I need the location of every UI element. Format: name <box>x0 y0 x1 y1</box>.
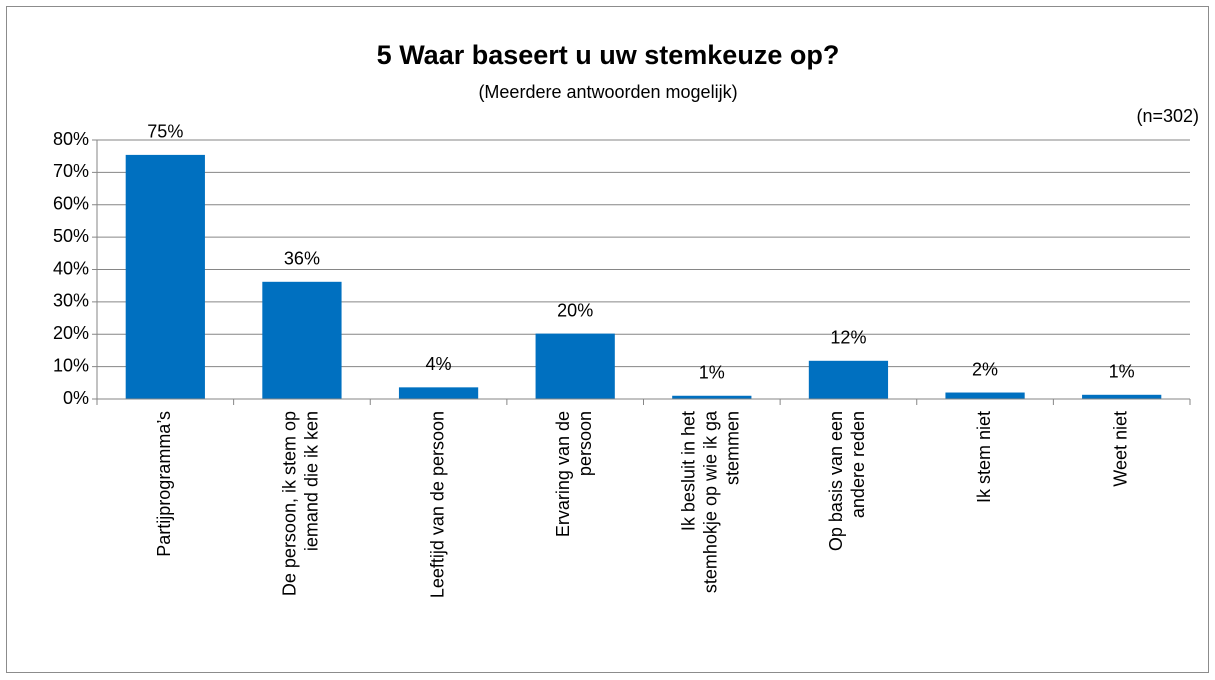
value-label: 1% <box>1109 362 1135 382</box>
y-tick-label: 70% <box>53 161 89 181</box>
y-tick-label: 30% <box>53 291 89 311</box>
bar <box>262 281 342 399</box>
x-tick-label: persoon <box>575 411 595 476</box>
value-label: 12% <box>830 328 866 348</box>
x-tick-label: Ervaring van de <box>553 411 573 537</box>
bar <box>808 360 889 399</box>
x-tick-label: Leeftijd van de persoon <box>427 411 447 598</box>
x-tick-label: Partijprogramma’s <box>154 411 174 557</box>
value-label: 2% <box>972 359 998 379</box>
x-tick-label: iemand die ik ken <box>302 411 322 551</box>
x-tick-label: stemhokje op wie ik ga <box>701 410 721 593</box>
y-tick-label: 0% <box>63 388 89 408</box>
value-label: 36% <box>284 249 320 269</box>
y-tick-label: 20% <box>53 323 89 343</box>
value-label: 75% <box>147 122 183 142</box>
y-tick-label: 80% <box>53 129 89 149</box>
annotation: (n=302) <box>1136 106 1199 126</box>
x-tick-label: Ik besluit in het <box>679 411 699 531</box>
value-label: 4% <box>426 354 452 374</box>
x-tick-label: andere reden <box>848 411 868 518</box>
bar <box>125 154 205 399</box>
x-tick-label: Weet niet <box>1110 411 1130 487</box>
x-tick-label: De persoon, ik stem op <box>280 411 300 596</box>
bar <box>398 387 479 399</box>
value-label: 1% <box>699 363 725 383</box>
y-tick-label: 40% <box>53 258 89 278</box>
bar <box>1082 394 1162 399</box>
chart-subtitle: (Meerdere antwoorden mogelijk) <box>478 82 737 102</box>
chart-title: 5 Waar baseert u uw stemkeuze op? <box>377 40 840 70</box>
bar <box>672 395 752 399</box>
y-tick-label: 60% <box>53 194 89 214</box>
x-tick-label: stemmen <box>723 411 743 485</box>
value-label: 20% <box>557 300 593 320</box>
bar <box>945 392 1025 399</box>
bar <box>535 333 615 399</box>
y-tick-label: 10% <box>53 355 89 375</box>
x-tick-label: Op basis van een <box>826 411 846 551</box>
y-tick-label: 50% <box>53 226 89 246</box>
x-tick-label: Ik stem niet <box>974 411 994 503</box>
